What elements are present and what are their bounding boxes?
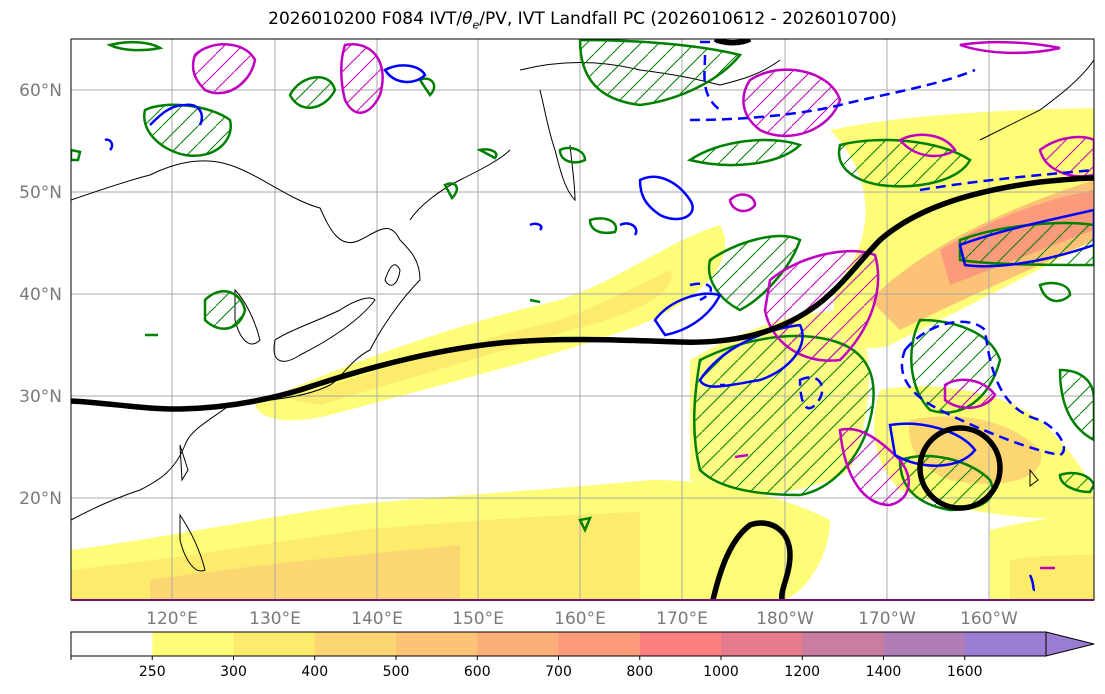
colorbar-cell xyxy=(314,632,397,656)
colorbar-cell xyxy=(883,632,966,656)
colorbar-extend-arrow xyxy=(1045,631,1095,657)
colorbar-ticks: 250 300 400 500 600 700 800 1000 1200 1400 1600 xyxy=(70,656,983,680)
longitude-labels: 120°E 130°E 140°E 150°E 160°E 170°E 180°… xyxy=(146,609,1018,629)
colorbar-cell xyxy=(477,632,559,656)
lat-label: 20°N xyxy=(19,489,62,509)
colorbar-tick-label: 400 xyxy=(301,664,328,680)
colorbar: 250 300 400 500 600 700 800 1000 1200 1400 1600 xyxy=(70,631,1095,680)
colorbar-tick-label: 500 xyxy=(383,664,410,680)
colorbar-tick-label: 1600 xyxy=(947,664,983,680)
colorbar-tick-label: 1000 xyxy=(703,664,739,680)
lon-label: 160°W xyxy=(960,609,1018,629)
colorbar-tick-label: 1400 xyxy=(866,664,902,680)
pv-contours-magenta xyxy=(191,40,1094,570)
lat-label: 60°N xyxy=(19,81,62,101)
colorbar-tick-label: 800 xyxy=(626,664,653,680)
colorbar-cell xyxy=(802,632,884,656)
plot-area xyxy=(71,39,1094,600)
colorbar-cell xyxy=(152,632,234,656)
lon-label: 130°E xyxy=(249,609,301,629)
colorbar-tick-label: 300 xyxy=(220,664,247,680)
lon-label: 180°W xyxy=(756,609,814,629)
lat-label: 30°N xyxy=(19,387,62,407)
lon-label: 120°E xyxy=(146,609,198,629)
colorbar-cell xyxy=(639,632,722,656)
colorbar-cells xyxy=(71,632,1047,656)
colorbar-tick-label: 600 xyxy=(464,664,491,680)
lat-label: 40°N xyxy=(19,285,62,305)
colorbar-cell xyxy=(396,632,478,656)
theta-e-contours xyxy=(104,40,1094,592)
colorbar-cell xyxy=(71,632,153,656)
map-title: 2026010200 F084 IVT/θe/PV, IVT Landfall … xyxy=(268,9,897,32)
colorbar-tick-label: 250 xyxy=(139,664,166,680)
colorbar-cell xyxy=(721,632,803,656)
lon-label: 150°E xyxy=(452,609,504,629)
lon-label: 140°E xyxy=(351,609,403,629)
colorbar-cell xyxy=(558,632,641,656)
colorbar-tick-label: 700 xyxy=(545,664,572,680)
lon-label: 170°W xyxy=(858,609,916,629)
lon-label: 160°E xyxy=(554,609,606,629)
lat-label: 50°N xyxy=(19,183,62,203)
colorbar-cell xyxy=(964,632,1047,656)
latitude-labels: 60°N 50°N 40°N 30°N 20°N xyxy=(19,81,62,509)
lon-label: 170°E xyxy=(656,609,708,629)
colorbar-cell xyxy=(233,632,316,656)
colorbar-tick-label: 1200 xyxy=(784,664,820,680)
pc-contours xyxy=(71,39,1094,600)
